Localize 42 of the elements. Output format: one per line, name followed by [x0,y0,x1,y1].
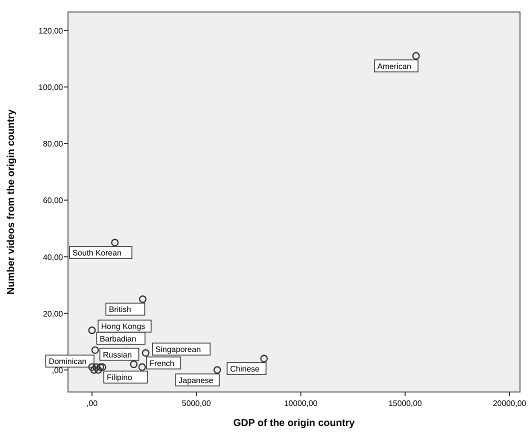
annotation: British [108,305,132,314]
annotation: Dominican [48,357,87,366]
y-axis-title: Number videos from the origin country [6,109,17,295]
annotation: Filipino [106,373,133,382]
point [88,363,96,371]
y-tick-label: 20,00 [42,309,64,318]
point [91,346,99,354]
y-tick-label: 60,00 [42,196,64,206]
y-tick-label: 100,00 [38,82,64,92]
x-tick-label: 10000,00 [284,399,318,408]
annotation: Barbadian [100,334,136,344]
annotation: French [149,358,174,368]
annotation: South Korean [72,248,122,258]
y-tick-label: ,00 [52,366,64,375]
point [138,363,146,371]
point [111,238,119,246]
annotation: Russian [102,350,132,360]
x-tick-label: ,00 [86,399,98,408]
point [94,366,102,374]
point [96,363,104,371]
x-axis-title: GDP of the origin country [233,418,356,429]
x-tick-label: 20000,00 [492,399,527,408]
point [412,52,420,60]
point [130,360,138,368]
point [260,354,268,362]
point [92,363,100,371]
point [88,326,96,334]
annotation: American [377,62,412,71]
point [138,295,147,303]
point [142,349,150,357]
annotation: Chinese [230,364,260,374]
y-tick-label: 40,00 [42,252,64,262]
x-tick-label: 15000,00 [388,399,422,408]
annotation: Hong Kongs [101,322,146,332]
annotation: Singaporean [155,345,201,354]
point [98,363,106,371]
point [213,366,222,374]
point [90,366,98,374]
y-tick-label: 80,00 [42,140,64,149]
y-tick-label: 120,00 [38,26,64,36]
x-tick-label: 5000,00 [182,399,212,408]
annotation: Japanese [178,376,214,385]
